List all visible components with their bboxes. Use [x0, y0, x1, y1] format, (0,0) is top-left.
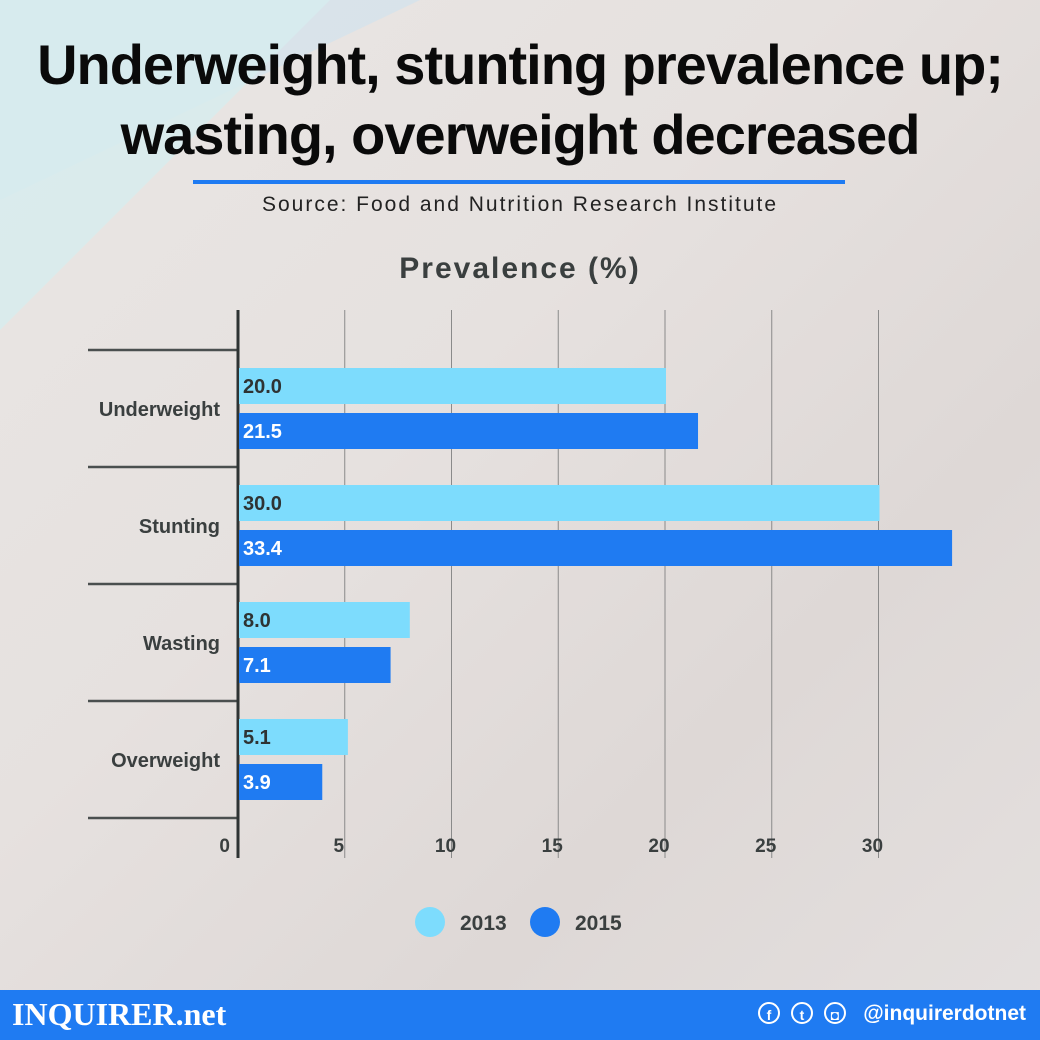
social-handle[interactable]: @inquirerdotnet — [863, 1002, 1026, 1025]
data-label: 8.0 — [243, 610, 271, 632]
facebook-icon[interactable]: f — [758, 1002, 780, 1024]
data-label: 3.9 — [243, 772, 271, 794]
legend-label: 2013 — [460, 912, 507, 935]
data-label: 21.5 — [243, 421, 282, 443]
data-label: 20.0 — [243, 376, 282, 398]
category-label: Stunting — [139, 516, 220, 538]
category-label: Underweight — [99, 399, 220, 421]
bar-2013 — [239, 368, 666, 404]
data-label: 30.0 — [243, 493, 282, 515]
twitter-icon[interactable]: t — [791, 1002, 813, 1024]
data-label: 7.1 — [243, 655, 271, 677]
data-label: 5.1 — [243, 727, 271, 749]
instagram-icon[interactable]: ◘ — [824, 1002, 846, 1024]
x-tick-label: 15 — [542, 836, 564, 857]
legend-marker-2015 — [530, 907, 560, 937]
bar-2013 — [239, 719, 348, 755]
bar-2015 — [239, 413, 699, 449]
headline-line-1: Underweight, stunting prevalence up; — [37, 33, 1004, 96]
legend-label: 2015 — [575, 912, 622, 935]
data-label: 33.4 — [243, 538, 283, 560]
headline-line-2: wasting, overweight decreased — [120, 103, 921, 166]
bar-2013 — [239, 602, 410, 638]
x-tick-label: 30 — [862, 836, 883, 857]
background-shape — [0, 0, 330, 330]
chart-title: Prevalence (%) — [399, 252, 641, 285]
x-tick-label: 0 — [219, 836, 230, 857]
footer-bar: INQUIRER.net f t ◘ @inquirerdotnet — [0, 990, 1040, 1040]
category-label: Wasting — [143, 633, 220, 655]
x-tick-label: 10 — [435, 836, 456, 857]
bar-2015 — [239, 530, 953, 566]
inquirer-logo: INQUIRER.net — [12, 996, 227, 1032]
x-tick-label: 20 — [648, 836, 669, 857]
x-tick-label: 5 — [333, 836, 344, 857]
legend-marker-2013 — [415, 907, 445, 937]
x-tick-label: 25 — [755, 836, 777, 857]
source-text: Source: Food and Nutrition Research Inst… — [261, 193, 779, 216]
category-label: Overweight — [111, 750, 220, 772]
bar-2015 — [239, 764, 323, 800]
bar-2013 — [239, 485, 880, 521]
bar-2015 — [239, 647, 391, 683]
title-divider — [193, 180, 845, 184]
